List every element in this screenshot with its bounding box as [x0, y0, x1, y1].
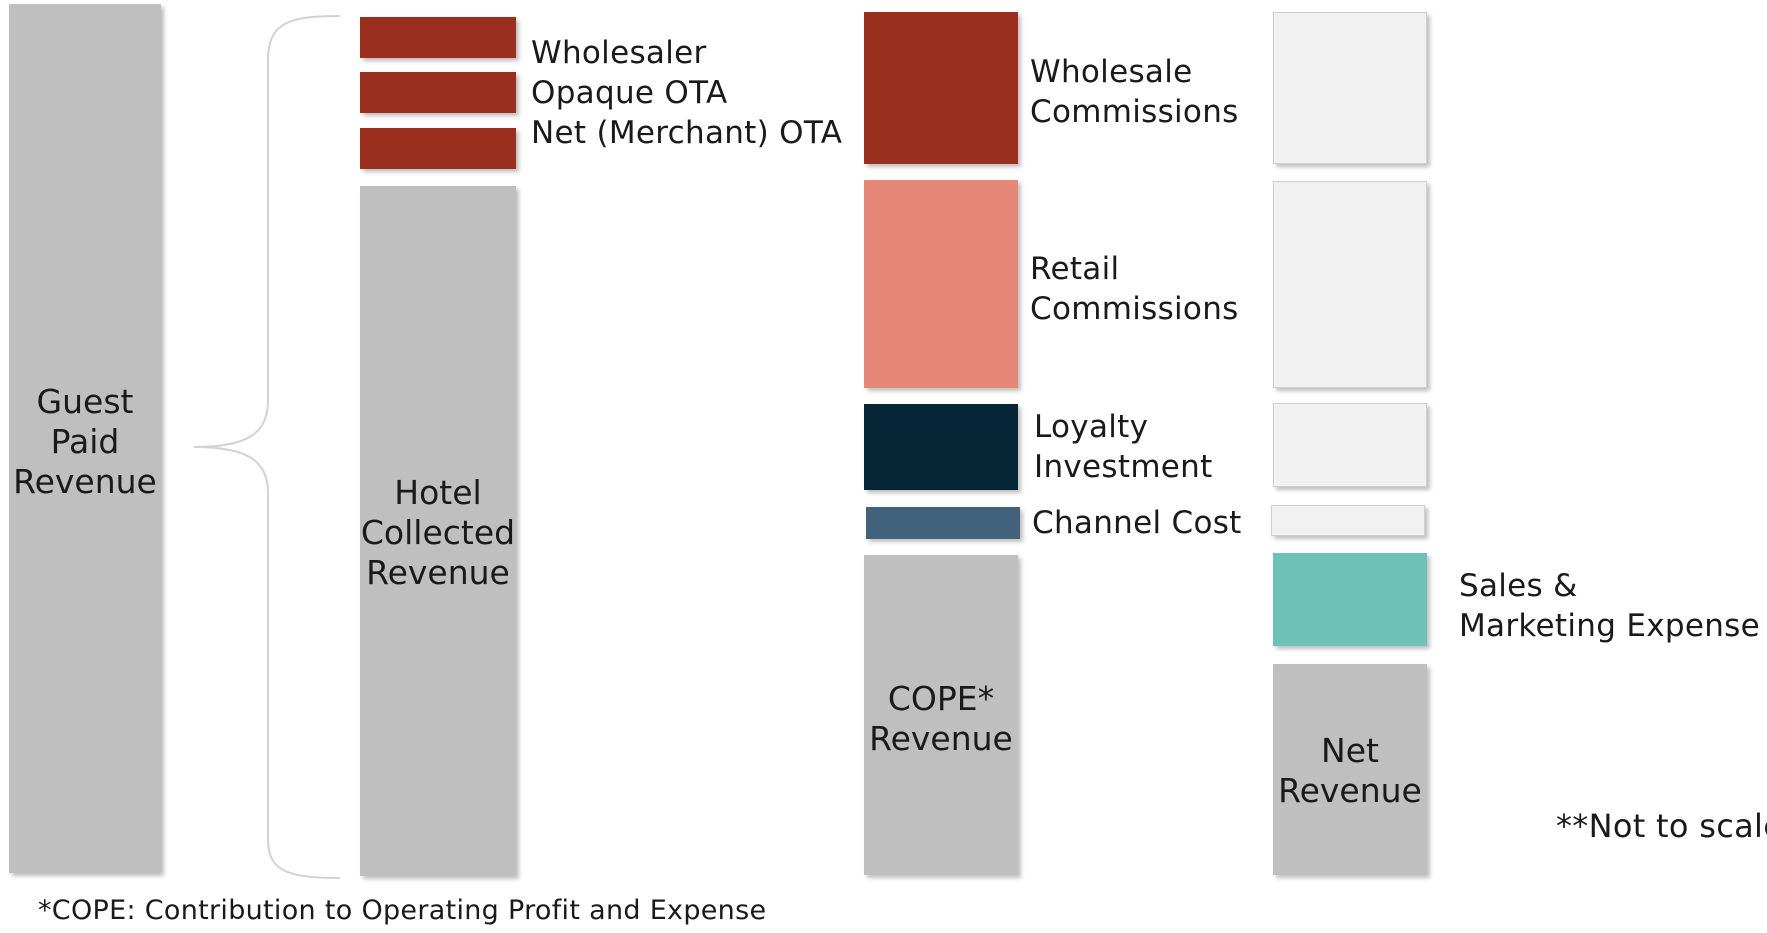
hotel-collected-revenue-label: Hotel Collected Revenue	[360, 473, 516, 592]
opaque-ota-bar	[360, 72, 516, 113]
wholesaler-bar	[360, 17, 516, 58]
channel-cost-placeholder	[1271, 505, 1425, 536]
channel-cost-bar	[866, 507, 1020, 539]
loyalty-investment-bar	[864, 404, 1018, 490]
cope-revenue-bar: COPE* Revenue	[864, 555, 1018, 875]
wholesale-commissions-label: Wholesale Commissions	[1030, 54, 1239, 130]
net-merchant-ota-label: Net (Merchant) OTA	[531, 115, 843, 151]
net-merchant-ota-bar	[360, 128, 516, 169]
wholesaler-label: Wholesaler	[531, 35, 707, 71]
retail-commissions-bar	[864, 180, 1018, 388]
wholesale-commissions-placeholder	[1273, 12, 1427, 164]
retail-commissions-placeholder	[1273, 181, 1427, 388]
hotel-collected-revenue-bar: Hotel Collected Revenue	[360, 186, 516, 876]
loyalty-investment-label: Loyalty Investment	[1034, 409, 1213, 485]
sales-marketing-expense-bar	[1273, 553, 1427, 646]
net-revenue-bar: Net Revenue	[1273, 664, 1427, 875]
not-to-scale-note: **Not to scale	[1556, 807, 1767, 845]
retail-commissions-label: Retail Commissions	[1030, 251, 1239, 327]
cope-footnote: *COPE: Contribution to Operating Profit …	[38, 895, 767, 926]
guest-paid-revenue-label: Guest Paid Revenue	[13, 382, 157, 501]
sales-marketing-expense-label: Sales & Marketing Expense	[1459, 568, 1761, 644]
opaque-ota-label: Opaque OTA	[531, 75, 728, 111]
cope-revenue-label: COPE* Revenue	[869, 679, 1013, 758]
wholesale-commissions-bar	[864, 12, 1018, 164]
channel-cost-label: Channel Cost	[1032, 505, 1242, 541]
guest-paid-revenue-bar: Guest Paid Revenue	[9, 4, 161, 873]
net-revenue-label: Net Revenue	[1278, 731, 1422, 810]
loyalty-investment-placeholder	[1273, 403, 1427, 487]
